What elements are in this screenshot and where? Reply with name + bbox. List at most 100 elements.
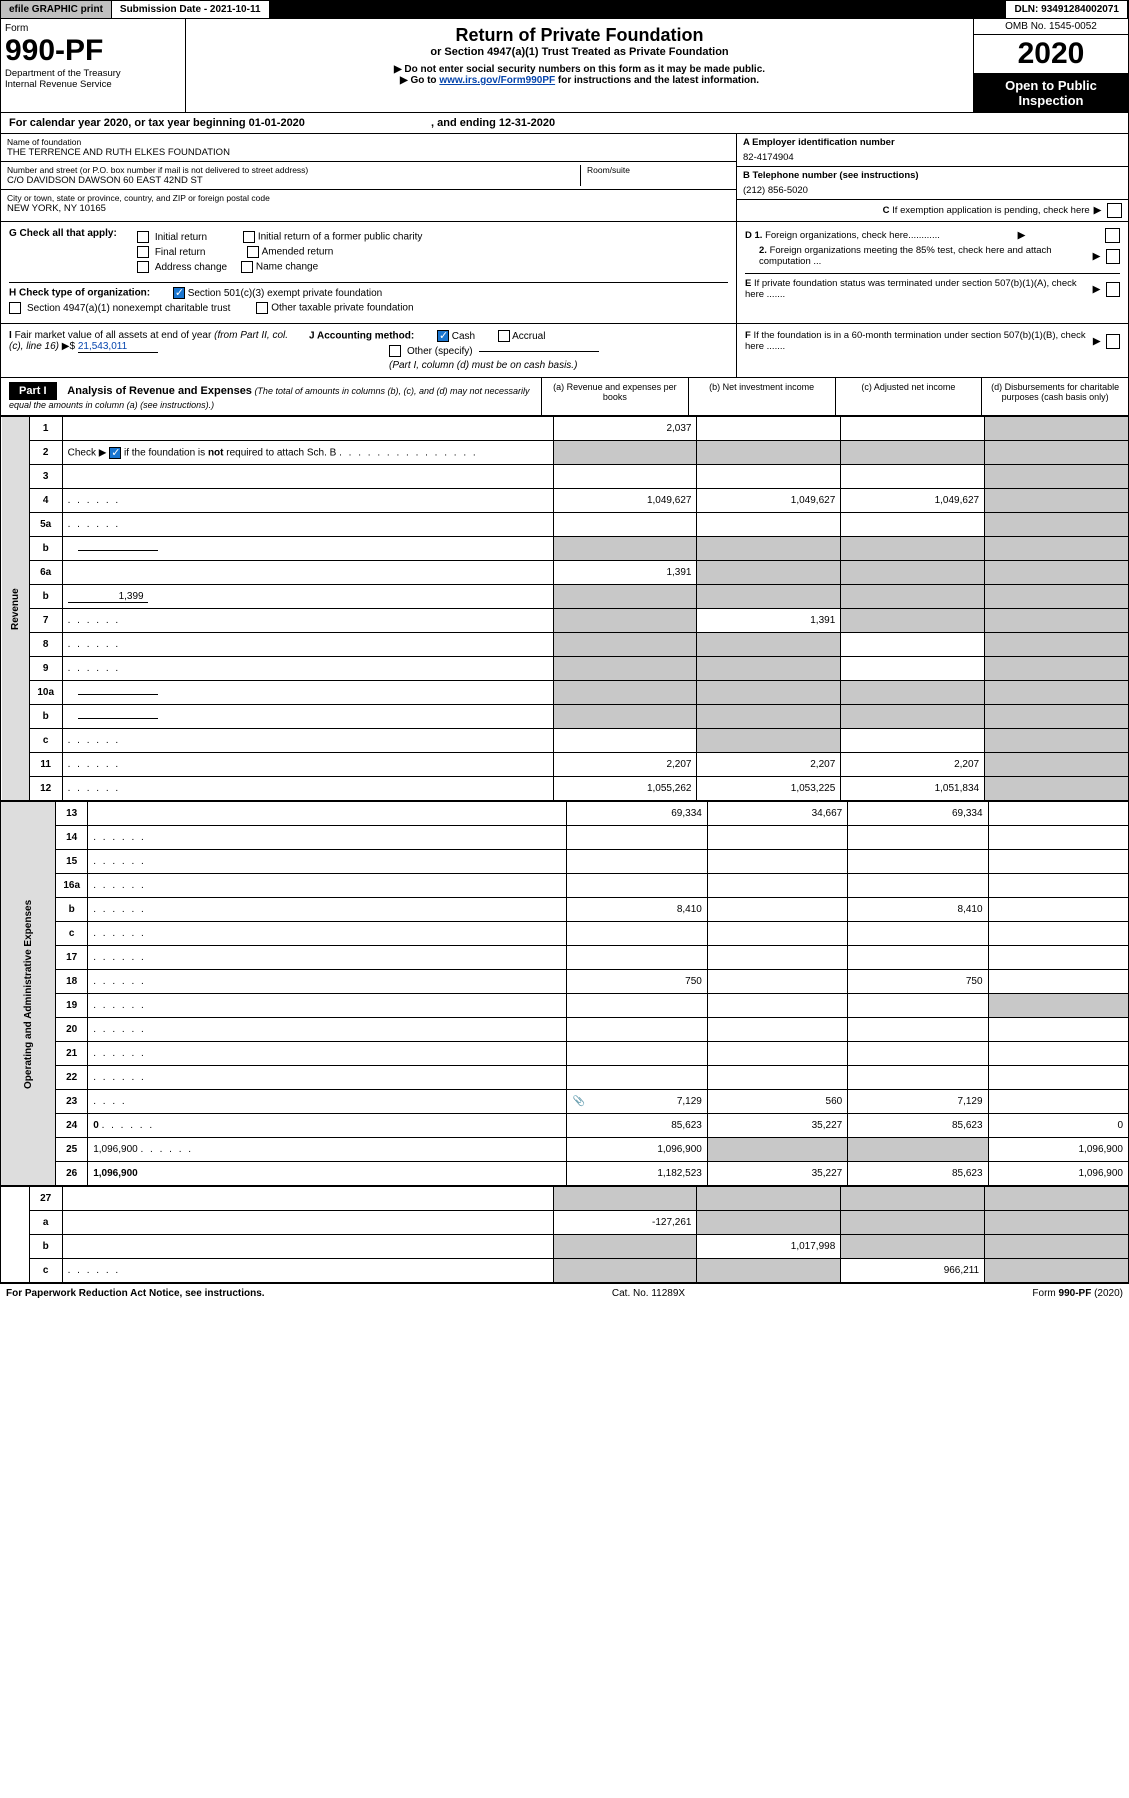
f-checkbox[interactable] bbox=[1106, 334, 1120, 349]
amt-cell: 1,391 bbox=[697, 609, 841, 633]
city-cell: City or town, state or province, country… bbox=[1, 190, 736, 217]
amt-cell bbox=[985, 441, 1129, 465]
line-num: b bbox=[29, 1235, 62, 1259]
j-cash-checkbox[interactable] bbox=[437, 330, 449, 342]
amt-cell bbox=[985, 417, 1129, 441]
line-desc: . . . . . . bbox=[88, 922, 567, 946]
g-checks: G Check all that apply: Initial return I… bbox=[1, 222, 736, 323]
exemption-checkbox[interactable] bbox=[1107, 203, 1122, 218]
omb-number: OMB No. 1545-0052 bbox=[974, 19, 1128, 35]
line-num: 18 bbox=[56, 970, 88, 994]
j-other-checkbox[interactable] bbox=[389, 345, 401, 357]
bottom-table: 27a-127,261b1,017,998c . . . . . .966,21… bbox=[0, 1186, 1129, 1283]
g-initial-former-checkbox[interactable] bbox=[243, 231, 255, 243]
g-opt-name: Name change bbox=[256, 262, 318, 273]
amt-cell bbox=[697, 561, 841, 585]
line-num: 1 bbox=[29, 417, 62, 441]
g-initial-checkbox[interactable] bbox=[137, 231, 149, 243]
amt-cell: 1,391 bbox=[553, 561, 697, 585]
line-desc bbox=[62, 1211, 553, 1235]
header-left: Form 990-PF Department of the Treasury I… bbox=[1, 19, 186, 112]
amt-cell: 750 bbox=[567, 970, 707, 994]
h-4947-checkbox[interactable] bbox=[9, 302, 21, 314]
revenue-table: Revenue12,0372Check ▶ if the foundation … bbox=[0, 416, 1129, 801]
line-desc: . . . . . . bbox=[88, 1018, 567, 1042]
amt-cell: 1,049,627 bbox=[553, 489, 697, 513]
line-num: 20 bbox=[56, 1018, 88, 1042]
address-cell: Number and street (or P.O. box number if… bbox=[1, 162, 736, 190]
f-right: F If the foundation is in a 60-month ter… bbox=[736, 324, 1128, 377]
amt-cell bbox=[985, 1211, 1129, 1235]
j-accrual-checkbox[interactable] bbox=[498, 330, 510, 342]
amt-cell bbox=[988, 994, 1128, 1018]
amt-cell bbox=[553, 705, 697, 729]
g-opt-final: Final return bbox=[155, 247, 206, 258]
amt-cell bbox=[848, 850, 988, 874]
amt-cell bbox=[841, 729, 985, 753]
part1-header-row: Part I Analysis of Revenue and Expenses … bbox=[0, 378, 1129, 416]
line-num: b bbox=[29, 537, 62, 561]
h-other-checkbox[interactable] bbox=[256, 302, 268, 314]
amt-cell: 2,037 bbox=[553, 417, 697, 441]
amt-cell bbox=[567, 826, 707, 850]
col-c-head: (c) Adjusted net income bbox=[835, 378, 982, 415]
h-501c3-checkbox[interactable] bbox=[173, 287, 185, 299]
line-desc bbox=[62, 1235, 553, 1259]
line-num: 3 bbox=[29, 465, 62, 489]
amt-cell: 2,207 bbox=[553, 753, 697, 777]
line-desc bbox=[62, 681, 553, 705]
line-desc: 1,096,900 . . . . . . bbox=[88, 1138, 567, 1162]
amt-cell bbox=[567, 1066, 707, 1090]
g-amended-checkbox[interactable] bbox=[247, 246, 259, 258]
line-num: 21 bbox=[56, 1042, 88, 1066]
amt-cell bbox=[988, 1018, 1128, 1042]
d1-checkbox[interactable] bbox=[1105, 228, 1120, 243]
g-address-checkbox[interactable] bbox=[137, 261, 149, 273]
form990pf-link[interactable]: www.irs.gov/Form990PF bbox=[439, 75, 555, 86]
line-num: b bbox=[56, 898, 88, 922]
line-num: c bbox=[29, 1259, 62, 1283]
amt-cell: 8,410 bbox=[567, 898, 707, 922]
dept-treasury: Department of the Treasury bbox=[5, 68, 181, 79]
line-desc: 1,096,900 bbox=[88, 1162, 567, 1186]
amt-cell: 8,410 bbox=[848, 898, 988, 922]
note2-pre: ▶ Go to bbox=[400, 75, 439, 86]
amt-cell: 1,055,262 bbox=[553, 777, 697, 801]
name-label: Name of foundation bbox=[7, 137, 730, 147]
line-num: c bbox=[56, 922, 88, 946]
addr-label: Number and street (or P.O. box number if… bbox=[7, 165, 580, 175]
amt-cell: 1,017,998 bbox=[697, 1235, 841, 1259]
amt-cell bbox=[567, 994, 707, 1018]
g-opt-initial: Initial return bbox=[155, 232, 207, 243]
d2-checkbox[interactable] bbox=[1106, 249, 1120, 264]
g-h-row: G Check all that apply: Initial return I… bbox=[0, 222, 1129, 324]
amt-cell bbox=[841, 417, 985, 441]
g-name-checkbox[interactable] bbox=[241, 261, 253, 273]
line-desc: . . . . . . bbox=[62, 513, 553, 537]
line-desc: . . . . . . bbox=[88, 1066, 567, 1090]
amt-cell bbox=[553, 441, 697, 465]
line-num: 24 bbox=[56, 1114, 88, 1138]
amt-cell bbox=[848, 1066, 988, 1090]
g-opt-address: Address change bbox=[155, 262, 227, 273]
line-num: 6a bbox=[29, 561, 62, 585]
amt-cell: 1,096,900 bbox=[988, 1162, 1128, 1186]
line-desc: . . . . . . bbox=[62, 753, 553, 777]
line-num: 13 bbox=[56, 802, 88, 826]
amt-cell bbox=[985, 681, 1129, 705]
line-desc: . . . . . . bbox=[62, 729, 553, 753]
schb-checkbox[interactable] bbox=[109, 447, 121, 459]
d-e-checks: D 1. Foreign organizations, check here..… bbox=[736, 222, 1128, 323]
amt-cell: 1,049,627 bbox=[841, 489, 985, 513]
line-num: b bbox=[29, 585, 62, 609]
amt-cell: 1,096,900 bbox=[988, 1138, 1128, 1162]
g-final-checkbox[interactable] bbox=[137, 246, 149, 258]
amt-cell bbox=[848, 994, 988, 1018]
amt-cell bbox=[988, 946, 1128, 970]
e-checkbox[interactable] bbox=[1106, 282, 1120, 297]
amt-cell bbox=[988, 970, 1128, 994]
line-desc: . . . . . . bbox=[62, 777, 553, 801]
cal-year-mid: , and ending 12-31-2020 bbox=[431, 117, 555, 129]
amt-cell: 2,207 bbox=[697, 753, 841, 777]
i-j-f-row: I Fair market value of all assets at end… bbox=[0, 324, 1129, 378]
